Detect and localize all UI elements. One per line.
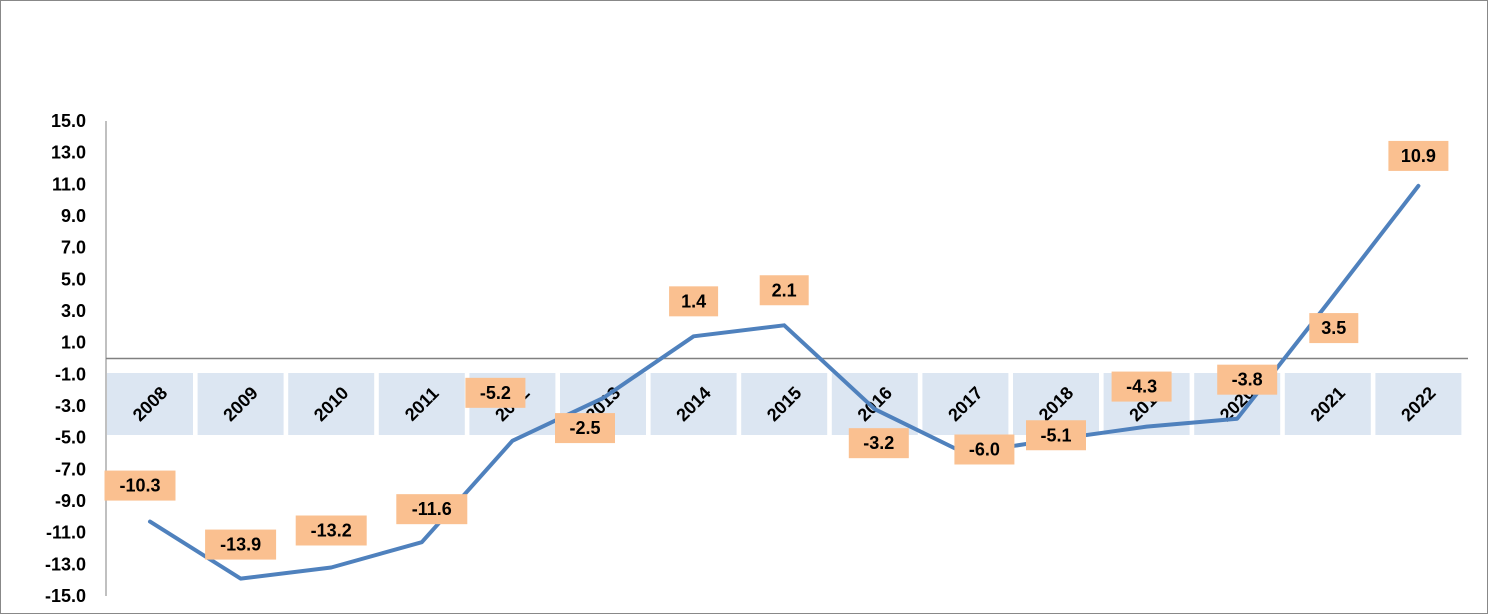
data-label-box <box>669 286 719 317</box>
data-label-box <box>295 515 367 546</box>
y-tick-label: -5.0 <box>55 428 86 448</box>
category-band <box>107 373 193 435</box>
y-axis: 15.0 13.0 11.0 9.0 7.0 5.0 3.0 1.0 -1.0 -3.0 -5.0 -… <box>45 111 107 606</box>
data-label-box <box>954 434 1015 465</box>
y-tick-label: -9.0 <box>55 491 86 511</box>
data-labels: -10.3 -13.9 -13.2 -11.6 -5.2 -2.5 1.4 2.1 -3.2 -6… <box>104 140 1449 560</box>
y-tick-label: 5.0 <box>61 269 86 289</box>
data-label-box <box>465 377 526 408</box>
category-band <box>650 373 737 435</box>
y-tick-label: 1.0 <box>61 333 86 353</box>
data-label: -6.0 <box>969 440 1000 460</box>
y-tick-label: -7.0 <box>55 459 86 479</box>
data-label: 2.1 <box>772 280 797 300</box>
category-band <box>197 373 284 435</box>
data-label: 3.5 <box>1321 318 1346 338</box>
category-band <box>1284 373 1371 435</box>
data-label-box <box>396 494 468 525</box>
x-axis-categories: 2008200920102011201220132014201520162017… <box>107 373 1462 435</box>
category-band <box>741 373 828 435</box>
data-label-box <box>1309 313 1359 344</box>
category-band <box>1375 373 1462 435</box>
data-label: -3.8 <box>1232 370 1263 390</box>
y-tick-label: -11.0 <box>46 523 86 543</box>
category-band <box>922 373 1009 435</box>
y-tick-label: -1.0 <box>55 364 86 384</box>
series-line <box>148 183 1421 581</box>
data-label: -3.2 <box>863 433 894 453</box>
y-tick-label: 3.0 <box>61 301 86 321</box>
y-tick-label: 13.0 <box>51 143 86 163</box>
category-band <box>288 373 375 435</box>
data-label-box <box>205 529 277 560</box>
y-tick-label: 15.0 <box>51 111 86 131</box>
data-label-box <box>555 413 615 444</box>
data-label: -11.6 <box>412 499 452 519</box>
data-label: 10.9 <box>1401 146 1436 166</box>
data-label: -5.2 <box>480 383 511 403</box>
data-label-box <box>848 428 909 459</box>
data-label-box <box>1388 140 1449 171</box>
data-label-box <box>1111 371 1172 402</box>
y-tick-label: 9.0 <box>61 206 86 226</box>
data-label: -10.3 <box>119 476 160 496</box>
y-tick-label: -3.0 <box>55 396 86 416</box>
data-label: -13.9 <box>220 535 261 555</box>
data-label: -5.1 <box>1040 425 1071 445</box>
y-tick-label: -13.0 <box>45 554 86 574</box>
data-label-box <box>104 470 176 501</box>
y-tick-label: 7.0 <box>61 238 86 258</box>
y-tick-label: 11.0 <box>52 174 86 194</box>
data-label: -13.2 <box>311 521 352 541</box>
data-label-box <box>1217 364 1278 395</box>
data-label-box <box>1026 420 1086 451</box>
category-band <box>378 373 465 435</box>
y-tick-label: -15.0 <box>45 586 86 606</box>
data-label: 1.4 <box>681 291 706 311</box>
data-label-box <box>759 275 809 306</box>
data-label: -4.3 <box>1126 377 1157 397</box>
data-label: -2.5 <box>569 418 600 438</box>
